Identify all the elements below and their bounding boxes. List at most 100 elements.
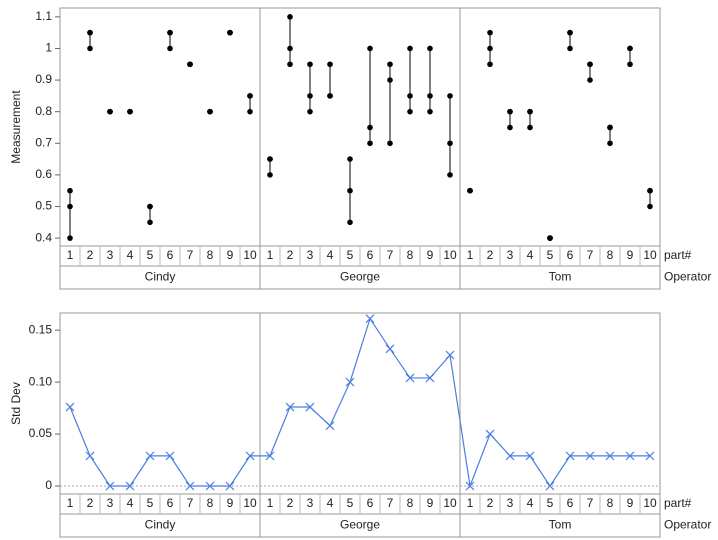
group-label: Tom <box>549 270 572 284</box>
y-tick-label: 0.5 <box>35 199 52 213</box>
x-tick-label: 6 <box>367 496 374 510</box>
measurement-point <box>487 61 493 68</box>
measurement-point <box>347 219 353 226</box>
measurement-point <box>407 108 413 115</box>
std-dev-marker <box>285 402 295 412</box>
std-dev-marker <box>265 451 275 461</box>
x-tick-label: 7 <box>187 496 194 510</box>
measurement-point <box>327 61 333 68</box>
measurement-point <box>247 108 253 115</box>
measurement-point <box>367 124 373 131</box>
group-axis-label: Operator <box>664 270 711 284</box>
measurement-point <box>447 93 453 99</box>
std-dev-marker <box>85 451 95 461</box>
measurement-point <box>147 219 153 226</box>
x-tick-label: 2 <box>87 248 94 262</box>
std-dev-marker <box>205 481 215 491</box>
x-tick-label: 4 <box>527 496 534 510</box>
x-tick-label: 3 <box>107 248 114 262</box>
x-tick-label: 10 <box>643 248 657 262</box>
x-tick-label: 1 <box>67 248 74 262</box>
measurement-point <box>587 77 593 83</box>
group-label: Tom <box>549 518 572 532</box>
x-tick-label: 9 <box>227 496 234 510</box>
y-tick-label: 0.8 <box>35 104 52 118</box>
measurement-point <box>367 45 373 52</box>
measurement-point <box>167 45 173 52</box>
x-tick-label: 2 <box>287 248 294 262</box>
measurement-point <box>307 61 313 68</box>
x-axis-label: part# <box>664 496 692 510</box>
x-tick-label: 2 <box>487 248 494 262</box>
x-tick-label: 2 <box>87 496 94 510</box>
x-tick-label: 7 <box>187 248 194 262</box>
measurement-point <box>247 93 253 99</box>
x-tick-label: 1 <box>267 496 274 510</box>
measurement-point <box>587 61 593 68</box>
measurement-point <box>427 108 433 115</box>
measurement-point <box>447 172 453 178</box>
group-label: George <box>340 518 380 532</box>
measurement-point <box>307 93 313 99</box>
x-tick-label: 1 <box>467 496 474 510</box>
x-tick-label: 3 <box>307 496 314 510</box>
measurement-point <box>407 93 413 99</box>
y-tick-label: 1 <box>45 41 52 55</box>
x-tick-label: 9 <box>427 248 434 262</box>
measurement-point <box>567 45 573 52</box>
x-tick-label: 8 <box>207 248 214 262</box>
std-dev-marker <box>405 373 415 383</box>
measurement-point <box>527 124 533 131</box>
std-dev-marker <box>365 314 375 324</box>
measurement-point <box>67 187 73 194</box>
std-dev-marker <box>245 451 255 461</box>
std-dev-marker <box>605 451 615 461</box>
x-tick-label: 10 <box>243 496 257 510</box>
std-dev-marker <box>585 451 595 461</box>
y-tick-label: 0.05 <box>29 426 53 440</box>
measurement-point <box>647 203 653 210</box>
x-tick-label: 5 <box>547 248 554 262</box>
x-tick-label: 7 <box>587 248 594 262</box>
measurement-point <box>507 108 513 115</box>
measurement-point <box>287 45 293 52</box>
x-tick-label: 7 <box>387 496 394 510</box>
std-dev-marker <box>165 451 175 461</box>
y-tick-label: 0.4 <box>35 230 52 244</box>
std-dev-marker <box>325 421 335 431</box>
y-tick-label: 0 <box>45 478 52 492</box>
measurement-point <box>227 29 233 36</box>
x-tick-label: 5 <box>347 248 354 262</box>
x-tick-label: 10 <box>243 248 257 262</box>
std-dev-marker <box>505 451 515 461</box>
measurement-point <box>127 108 133 115</box>
measurement-point <box>347 187 353 194</box>
plot-frame <box>59 312 661 495</box>
x-tick-label: 3 <box>507 248 514 262</box>
x-tick-label: 10 <box>443 496 457 510</box>
x-tick-label: 1 <box>67 496 74 510</box>
x-tick-label: 2 <box>487 496 494 510</box>
measurement-point <box>147 203 153 210</box>
measurement-point <box>267 172 273 178</box>
x-tick-label: 9 <box>427 496 434 510</box>
measurement-point <box>607 140 613 147</box>
x-tick-label: 7 <box>587 496 594 510</box>
x-tick-label: 4 <box>127 496 134 510</box>
y-axis-label: Std Dev <box>9 382 23 425</box>
measurement-point <box>567 29 573 36</box>
std-dev-marker <box>465 481 475 491</box>
std-dev-marker <box>145 451 155 461</box>
x-tick-label: 2 <box>287 496 294 510</box>
measurement-point <box>387 61 393 68</box>
y-tick-label: 0.10 <box>29 374 53 388</box>
x-tick-label: 8 <box>407 496 414 510</box>
std-dev-line <box>69 317 650 489</box>
std-dev-marker <box>305 402 315 412</box>
y-tick-label: 0.15 <box>29 322 53 336</box>
std-dev-marker <box>385 344 395 354</box>
group-label: Cindy <box>145 270 176 284</box>
measurement-point <box>407 45 413 52</box>
x-tick-label: 4 <box>127 248 134 262</box>
